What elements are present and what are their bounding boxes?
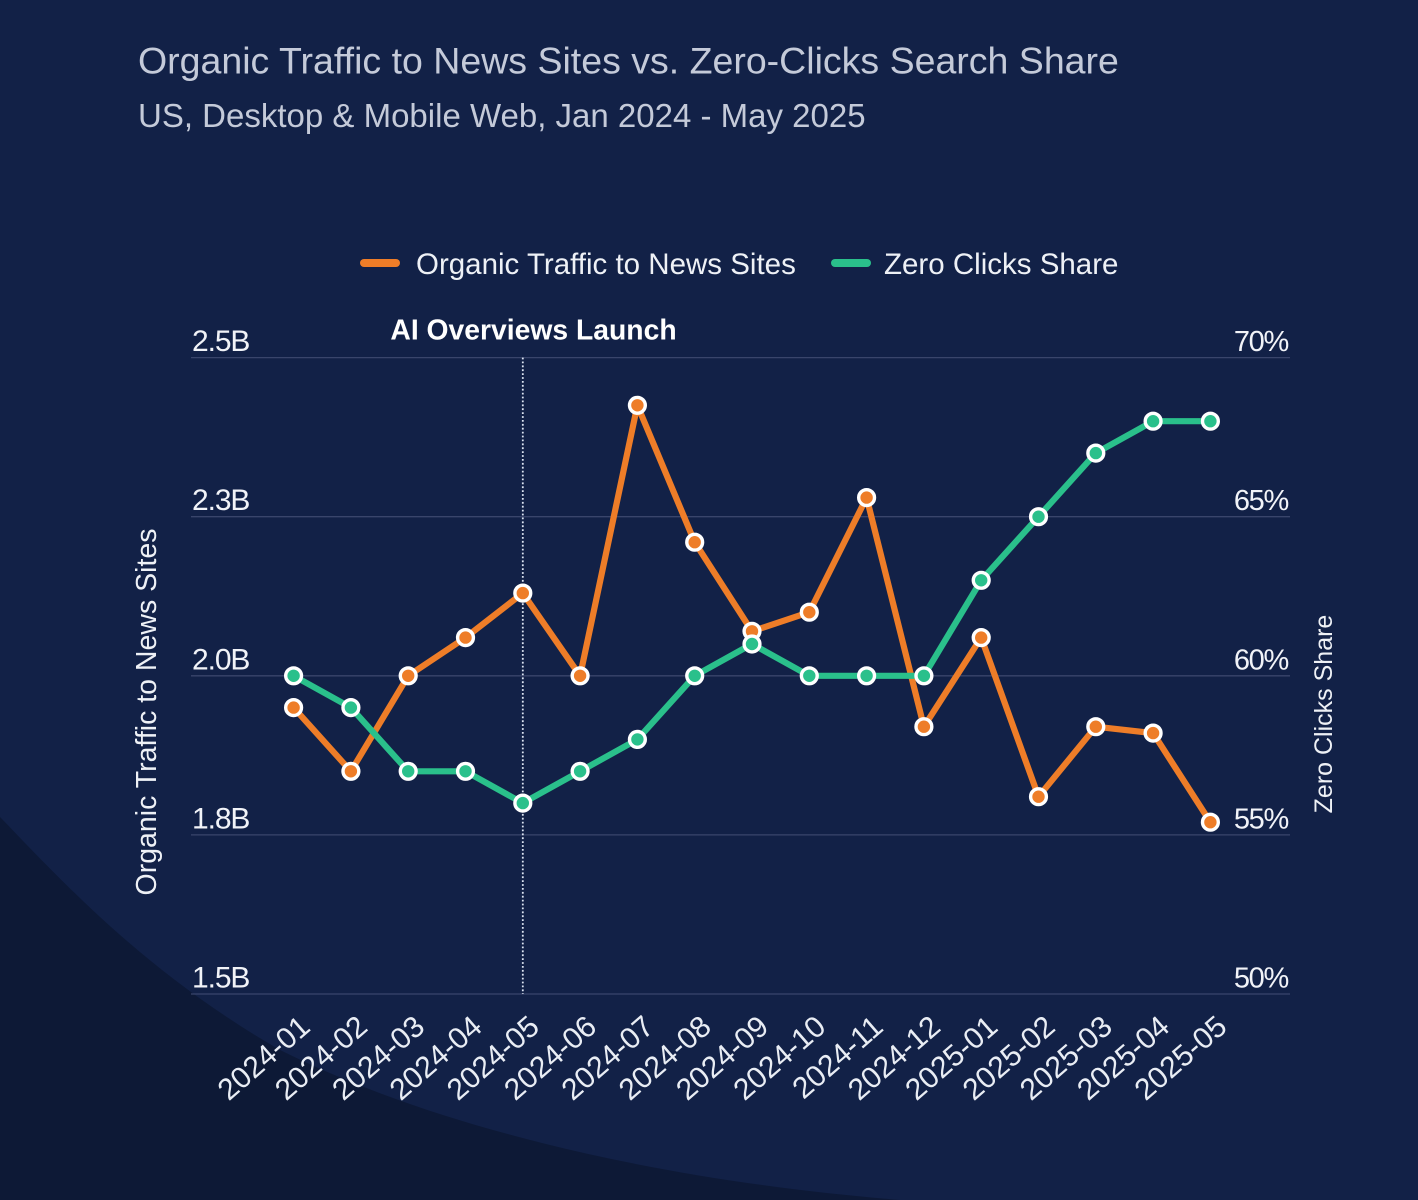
svg-text:US, Desktop & Mobile Web, Jan: US, Desktop & Mobile Web, Jan 2024 - May… bbox=[138, 97, 866, 134]
svg-text:AI Overviews Launch: AI Overviews Launch bbox=[390, 314, 676, 346]
svg-text:65%: 65% bbox=[1234, 485, 1289, 517]
svg-text:Organic Traffic to News Sites: Organic Traffic to News Sites bbox=[131, 529, 163, 896]
svg-text:50%: 50% bbox=[1234, 963, 1289, 995]
svg-text:1.8B: 1.8B bbox=[192, 802, 249, 835]
svg-text:2.3B: 2.3B bbox=[192, 484, 249, 517]
svg-text:Organic Traffic to News Sites: Organic Traffic to News Sites vs. Zero-C… bbox=[138, 40, 1119, 82]
svg-text:Zero Clicks Share: Zero Clicks Share bbox=[884, 248, 1118, 281]
svg-text:60%: 60% bbox=[1234, 644, 1289, 676]
svg-text:55%: 55% bbox=[1234, 803, 1289, 835]
svg-text:2.5B: 2.5B bbox=[192, 325, 249, 358]
svg-text:2.0B: 2.0B bbox=[192, 643, 249, 676]
svg-text:1.5B: 1.5B bbox=[192, 962, 249, 995]
svg-text:70%: 70% bbox=[1234, 326, 1289, 358]
svg-text:Organic Traffic to News Sites: Organic Traffic to News Sites bbox=[416, 248, 796, 281]
svg-text:Zero Clicks Share: Zero Clicks Share bbox=[1310, 615, 1338, 814]
